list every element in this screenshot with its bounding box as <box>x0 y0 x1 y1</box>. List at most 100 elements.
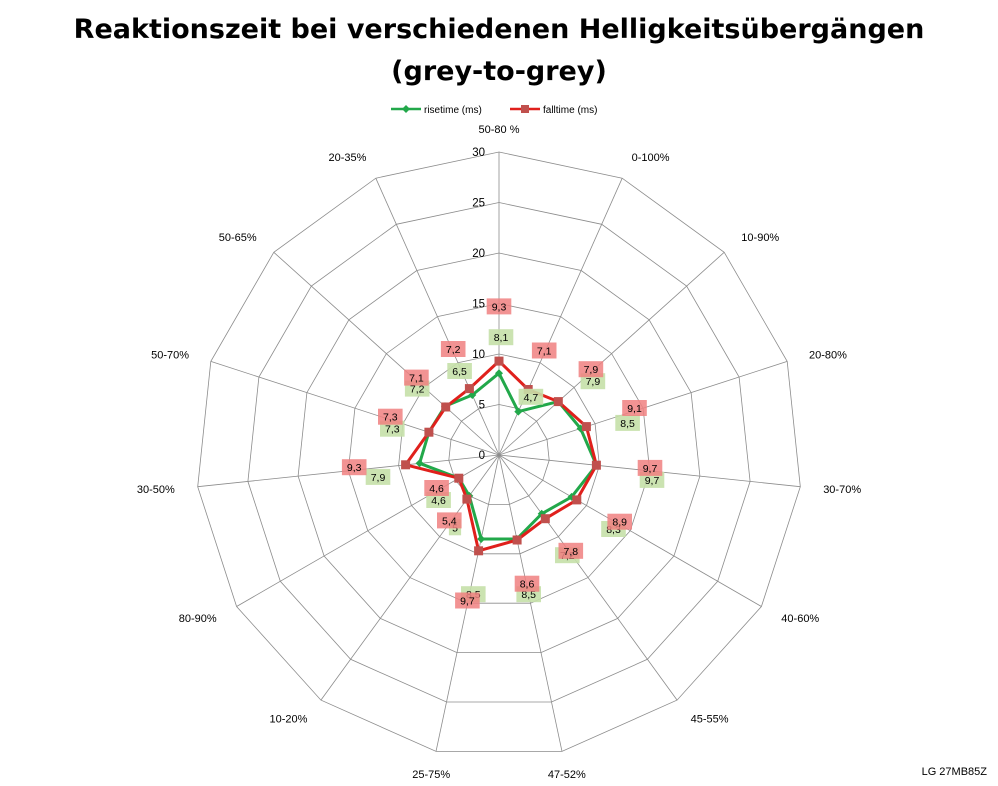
category-label: 0-100% <box>632 152 670 164</box>
grid-ring-30 <box>197 151 801 752</box>
spoke <box>273 252 500 456</box>
series-markers <box>401 356 601 556</box>
radial-tick-labels: 0 5 10 15 20 25 30 <box>472 147 485 462</box>
falltime-label-bg <box>578 361 604 378</box>
category-label: 80-90% <box>179 613 217 625</box>
falltime-label-bg <box>622 400 647 416</box>
risetime-data-label: 7,9 <box>371 472 386 484</box>
radar-grid <box>197 151 801 752</box>
falltime-point <box>441 402 451 412</box>
category-label: 20-35% <box>328 152 366 164</box>
falltime-data-label: 9,7 <box>460 596 475 608</box>
falltime-label-bg <box>531 342 557 359</box>
falltime-label-bg <box>558 542 584 559</box>
category-label: 10-20% <box>269 714 307 726</box>
falltime-point <box>540 514 550 524</box>
risetime-data-label: 8,5 <box>521 589 536 601</box>
tick-label-0: 0 <box>479 450 485 462</box>
category-label: 20-80% <box>809 349 847 361</box>
falltime-point <box>401 460 411 470</box>
falltime-label-bg <box>437 512 462 529</box>
risetime-data-label: 9,7 <box>645 475 660 487</box>
falltime-data-label: 4,6 <box>429 483 444 495</box>
falltime-label-bg <box>514 575 540 592</box>
risetime-data-label: 4,6 <box>431 495 446 507</box>
falltime-label-bg <box>440 341 466 357</box>
grid-ring-10 <box>398 353 600 555</box>
risetime-point <box>415 459 424 468</box>
falltime-data-label: 7,1 <box>537 346 552 358</box>
falltime-data-label: 7,3 <box>383 412 398 424</box>
tick-label-20: 20 <box>472 248 485 260</box>
grid-ring-25 <box>247 202 751 703</box>
chart-title-line2: (grey-to-grey) <box>391 56 607 87</box>
chart-title-line1: Reaktionszeit bei verschiedenen Helligke… <box>74 14 925 45</box>
legend: risetime (ms) falltime (ms) <box>391 105 597 116</box>
risetime-point <box>514 407 523 416</box>
spoke <box>210 361 500 456</box>
category-label: 40-60% <box>781 613 819 625</box>
legend-falltime-label: falltime (ms) <box>543 105 597 116</box>
series-lines <box>404 359 598 553</box>
risetime-data-label: 7,2 <box>410 384 425 396</box>
falltime-data-label: 8,9 <box>612 517 627 529</box>
spoke <box>498 454 678 701</box>
category-labels: 50-80 % 0-100% 10-90% 20-80% 30-70% 40-60% 45-… <box>137 124 861 781</box>
risetime-point <box>477 535 486 543</box>
falltime-data-label: 7,1 <box>409 373 424 385</box>
falltime-point <box>462 494 472 504</box>
falltime-point <box>454 473 464 483</box>
grid-ring-5 <box>448 404 550 505</box>
spoke <box>498 252 725 456</box>
risetime-label-bg <box>447 363 472 379</box>
falltime-point <box>494 356 504 366</box>
falltime-point <box>591 460 601 470</box>
falltime-label-bg <box>404 369 429 386</box>
falltime-label-bg <box>378 408 403 425</box>
falltime-point <box>474 546 484 556</box>
risetime-label-bg <box>488 329 514 346</box>
falltime-data-label: 9,3 <box>347 462 362 474</box>
category-label: 50-70% <box>151 349 189 361</box>
tick-label-25: 25 <box>472 198 485 210</box>
tick-label-5: 5 <box>479 400 485 412</box>
spoke <box>320 454 500 701</box>
falltime-point <box>464 384 474 394</box>
spoke <box>375 178 500 456</box>
risetime-data-label: 7,3 <box>385 424 400 436</box>
category-label: 50-65% <box>219 232 257 244</box>
tick-label-15: 15 <box>472 299 485 311</box>
category-label: 30-70% <box>823 484 861 496</box>
falltime-label-bg <box>455 592 480 609</box>
category-label: 25-75% <box>412 769 450 781</box>
tick-label-10: 10 <box>472 349 485 361</box>
legend-risetime-marker <box>402 105 410 113</box>
category-label: 47-52% <box>548 769 586 781</box>
grid-ring-20 <box>297 252 701 653</box>
risetime-label-bg <box>365 468 391 485</box>
falltime-label-bg <box>607 513 632 530</box>
falltime-data-label: 9,3 <box>492 301 507 313</box>
falltime-point <box>553 397 563 407</box>
data-labels: 8,14,77,98,59,78,37,28,58,554,67,97,37,2… <box>341 298 665 609</box>
falltime-point <box>424 427 434 437</box>
falltime-label-bg <box>424 480 449 496</box>
model-watermark: LG 27MB85Z <box>922 766 988 778</box>
spoke <box>498 454 762 607</box>
category-label: 50-80 % <box>479 124 520 136</box>
risetime-data-label: 8,1 <box>494 332 509 344</box>
category-label: 45-55% <box>691 714 729 726</box>
falltime-data-label: 9,7 <box>643 463 658 475</box>
spoke <box>498 454 563 752</box>
risetime-label-bg <box>615 414 640 431</box>
risetime-label-bg <box>518 388 544 405</box>
falltime-label-bg <box>486 298 512 315</box>
risetime-data-label: 6,5 <box>452 366 467 378</box>
tick-label-30: 30 <box>472 147 485 159</box>
falltime-label-bg <box>637 459 663 476</box>
falltime-data-label: 5,4 <box>442 515 457 527</box>
risetime-data-label: 4,7 <box>524 392 539 404</box>
falltime-point <box>512 535 522 545</box>
series-line-falltime <box>404 359 598 553</box>
